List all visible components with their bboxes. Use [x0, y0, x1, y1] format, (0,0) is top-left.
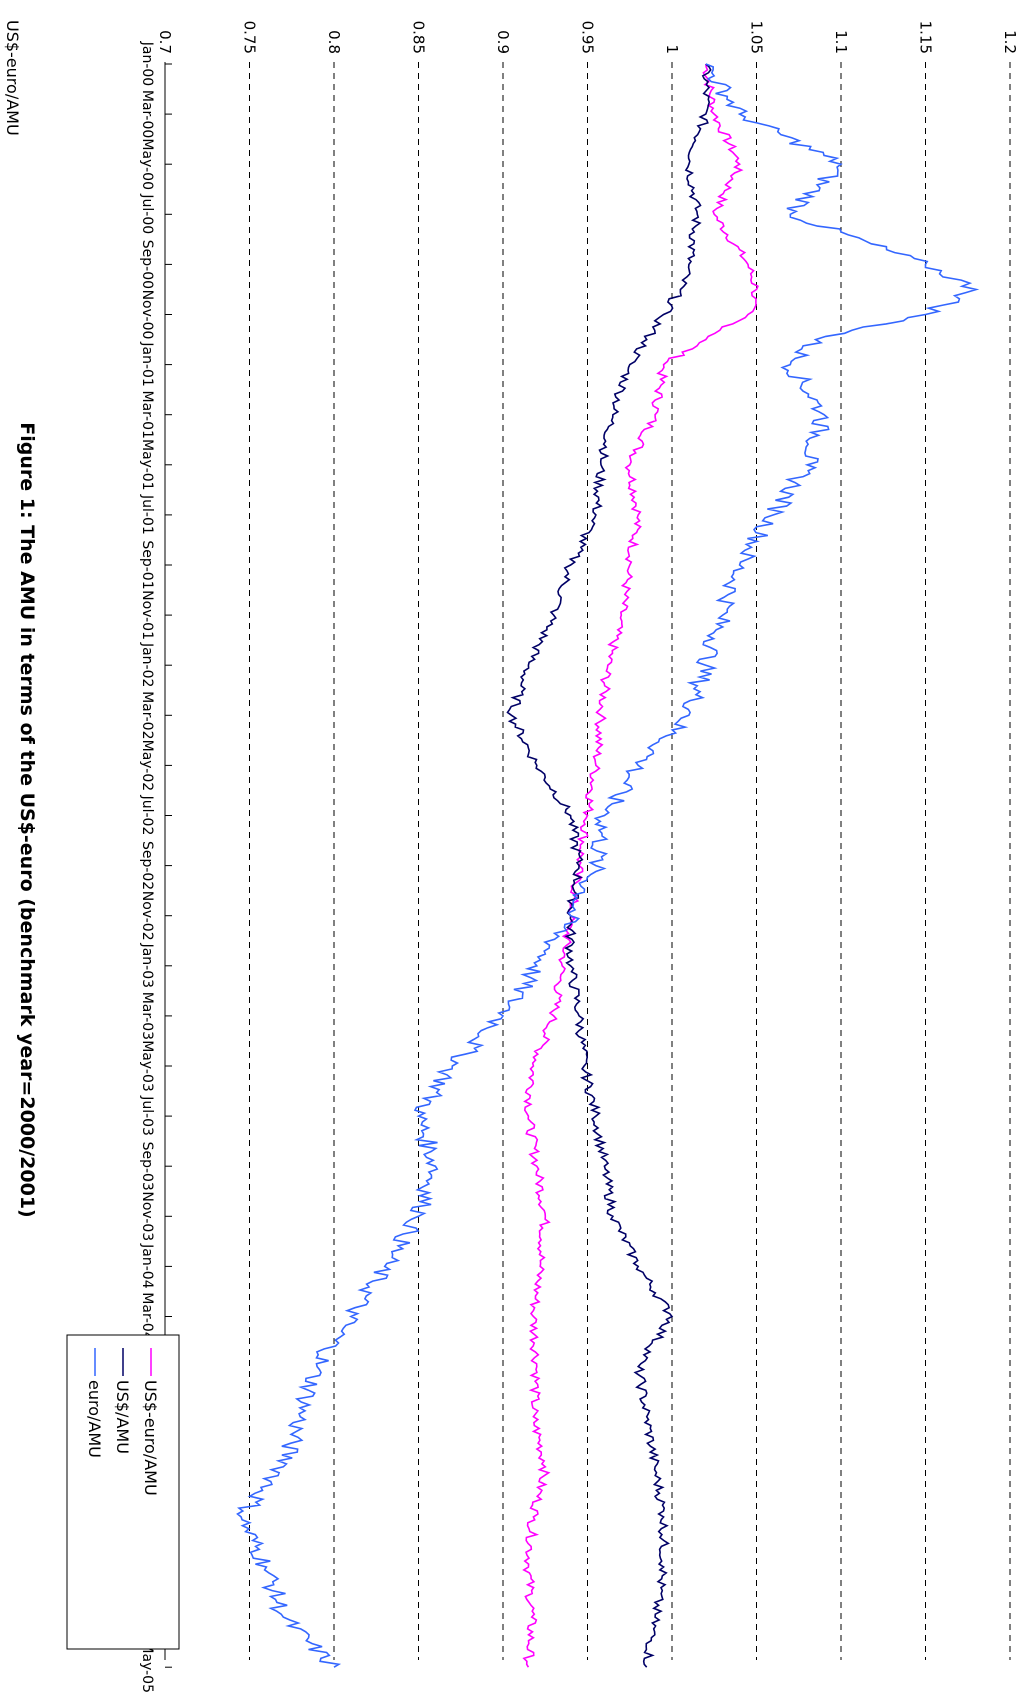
x-tick-label: Mar-03	[139, 992, 155, 1040]
chart-title: Figure 1: The AMU in terms of the US$-eu…	[16, 422, 38, 1218]
rotated-chart: 0.7 0.75 0.8 0.85 0.9 0.95 1 1.05 1.1 1.15 1.2 Jan…	[3, 20, 1019, 1693]
x-tick-label: Sep-01	[139, 540, 155, 589]
legend-label-usd: US$/AMU	[113, 1380, 132, 1454]
x-tick-label: Jul-03	[139, 1095, 155, 1136]
x-tick-label: Jan-00	[139, 41, 155, 86]
legend-label-usd-euro: US$-euro/AMU	[141, 1380, 160, 1496]
series-lines	[236, 63, 980, 1668]
y-tick-label: 1.2	[1001, 30, 1019, 54]
x-tick-label: Mar-01	[139, 391, 155, 439]
x-tick-label: Sep-00	[139, 240, 155, 289]
x-tick-label: Mar-04	[139, 1292, 155, 1340]
y-tick-label: 0.85	[410, 21, 428, 54]
y-tick-label: 0.9	[494, 30, 512, 54]
x-tick-label: Jul-02	[139, 795, 155, 836]
x-tick-label: May-02	[139, 740, 155, 792]
x-tick-label: May-05	[139, 1641, 155, 1693]
x-tick-label: Mar-00	[139, 90, 155, 138]
y-tick-label: 0.75	[241, 21, 259, 54]
y-tick-label: 0.7	[156, 30, 174, 54]
y-tick-label: 1.1	[832, 30, 850, 54]
x-tick-label: Sep-02	[139, 841, 155, 890]
legend: US$-euro/AMU US$/AMU euro/AMU	[66, 1334, 180, 1650]
y-tick-label: 1	[663, 44, 681, 54]
x-tick-label: Jan-03	[139, 943, 155, 988]
y-tick-label: 1.05	[748, 21, 766, 54]
x-tick-label: Mar-02	[139, 691, 155, 739]
y-axis-label: US$-euro/AMU	[3, 20, 22, 136]
x-tick-label: Jul-00	[139, 193, 155, 234]
x-tick-label: Jan-02	[139, 642, 155, 687]
y-tick-label: 1.15	[917, 21, 935, 54]
x-tick-label: Jul-01	[139, 494, 155, 535]
y-tick-label: 0.95	[579, 21, 597, 54]
x-tick-label: Nov-03	[139, 1191, 155, 1241]
series-line-euro-amu	[236, 63, 980, 1668]
x-tick-label: May-01	[139, 439, 155, 491]
x-tick-label: Nov-02	[139, 891, 155, 941]
legend-label-euro: euro/AMU	[85, 1380, 104, 1458]
y-tick-label: 0.8	[325, 30, 343, 54]
y-tick-labels: 0.7 0.75 0.8 0.85 0.9 0.95 1 1.05 1.1 1.15 1.2	[156, 21, 1019, 54]
series-line-usd-euro-amu	[522, 63, 759, 1668]
x-tick-label: Jan-04	[139, 1243, 155, 1289]
x-tick-label: Nov-00	[139, 290, 155, 340]
gridlines	[249, 62, 1011, 1660]
x-tick-label: May-03	[139, 1040, 155, 1092]
x-tick-label: Sep-03	[139, 1142, 155, 1191]
legend-box	[66, 1334, 180, 1650]
series-line-usd-amu	[506, 63, 712, 1668]
x-tick-label: Jan-01	[139, 341, 155, 386]
x-tick-label: Nov-01	[139, 590, 155, 640]
x-tick-label: May-00	[139, 138, 155, 190]
